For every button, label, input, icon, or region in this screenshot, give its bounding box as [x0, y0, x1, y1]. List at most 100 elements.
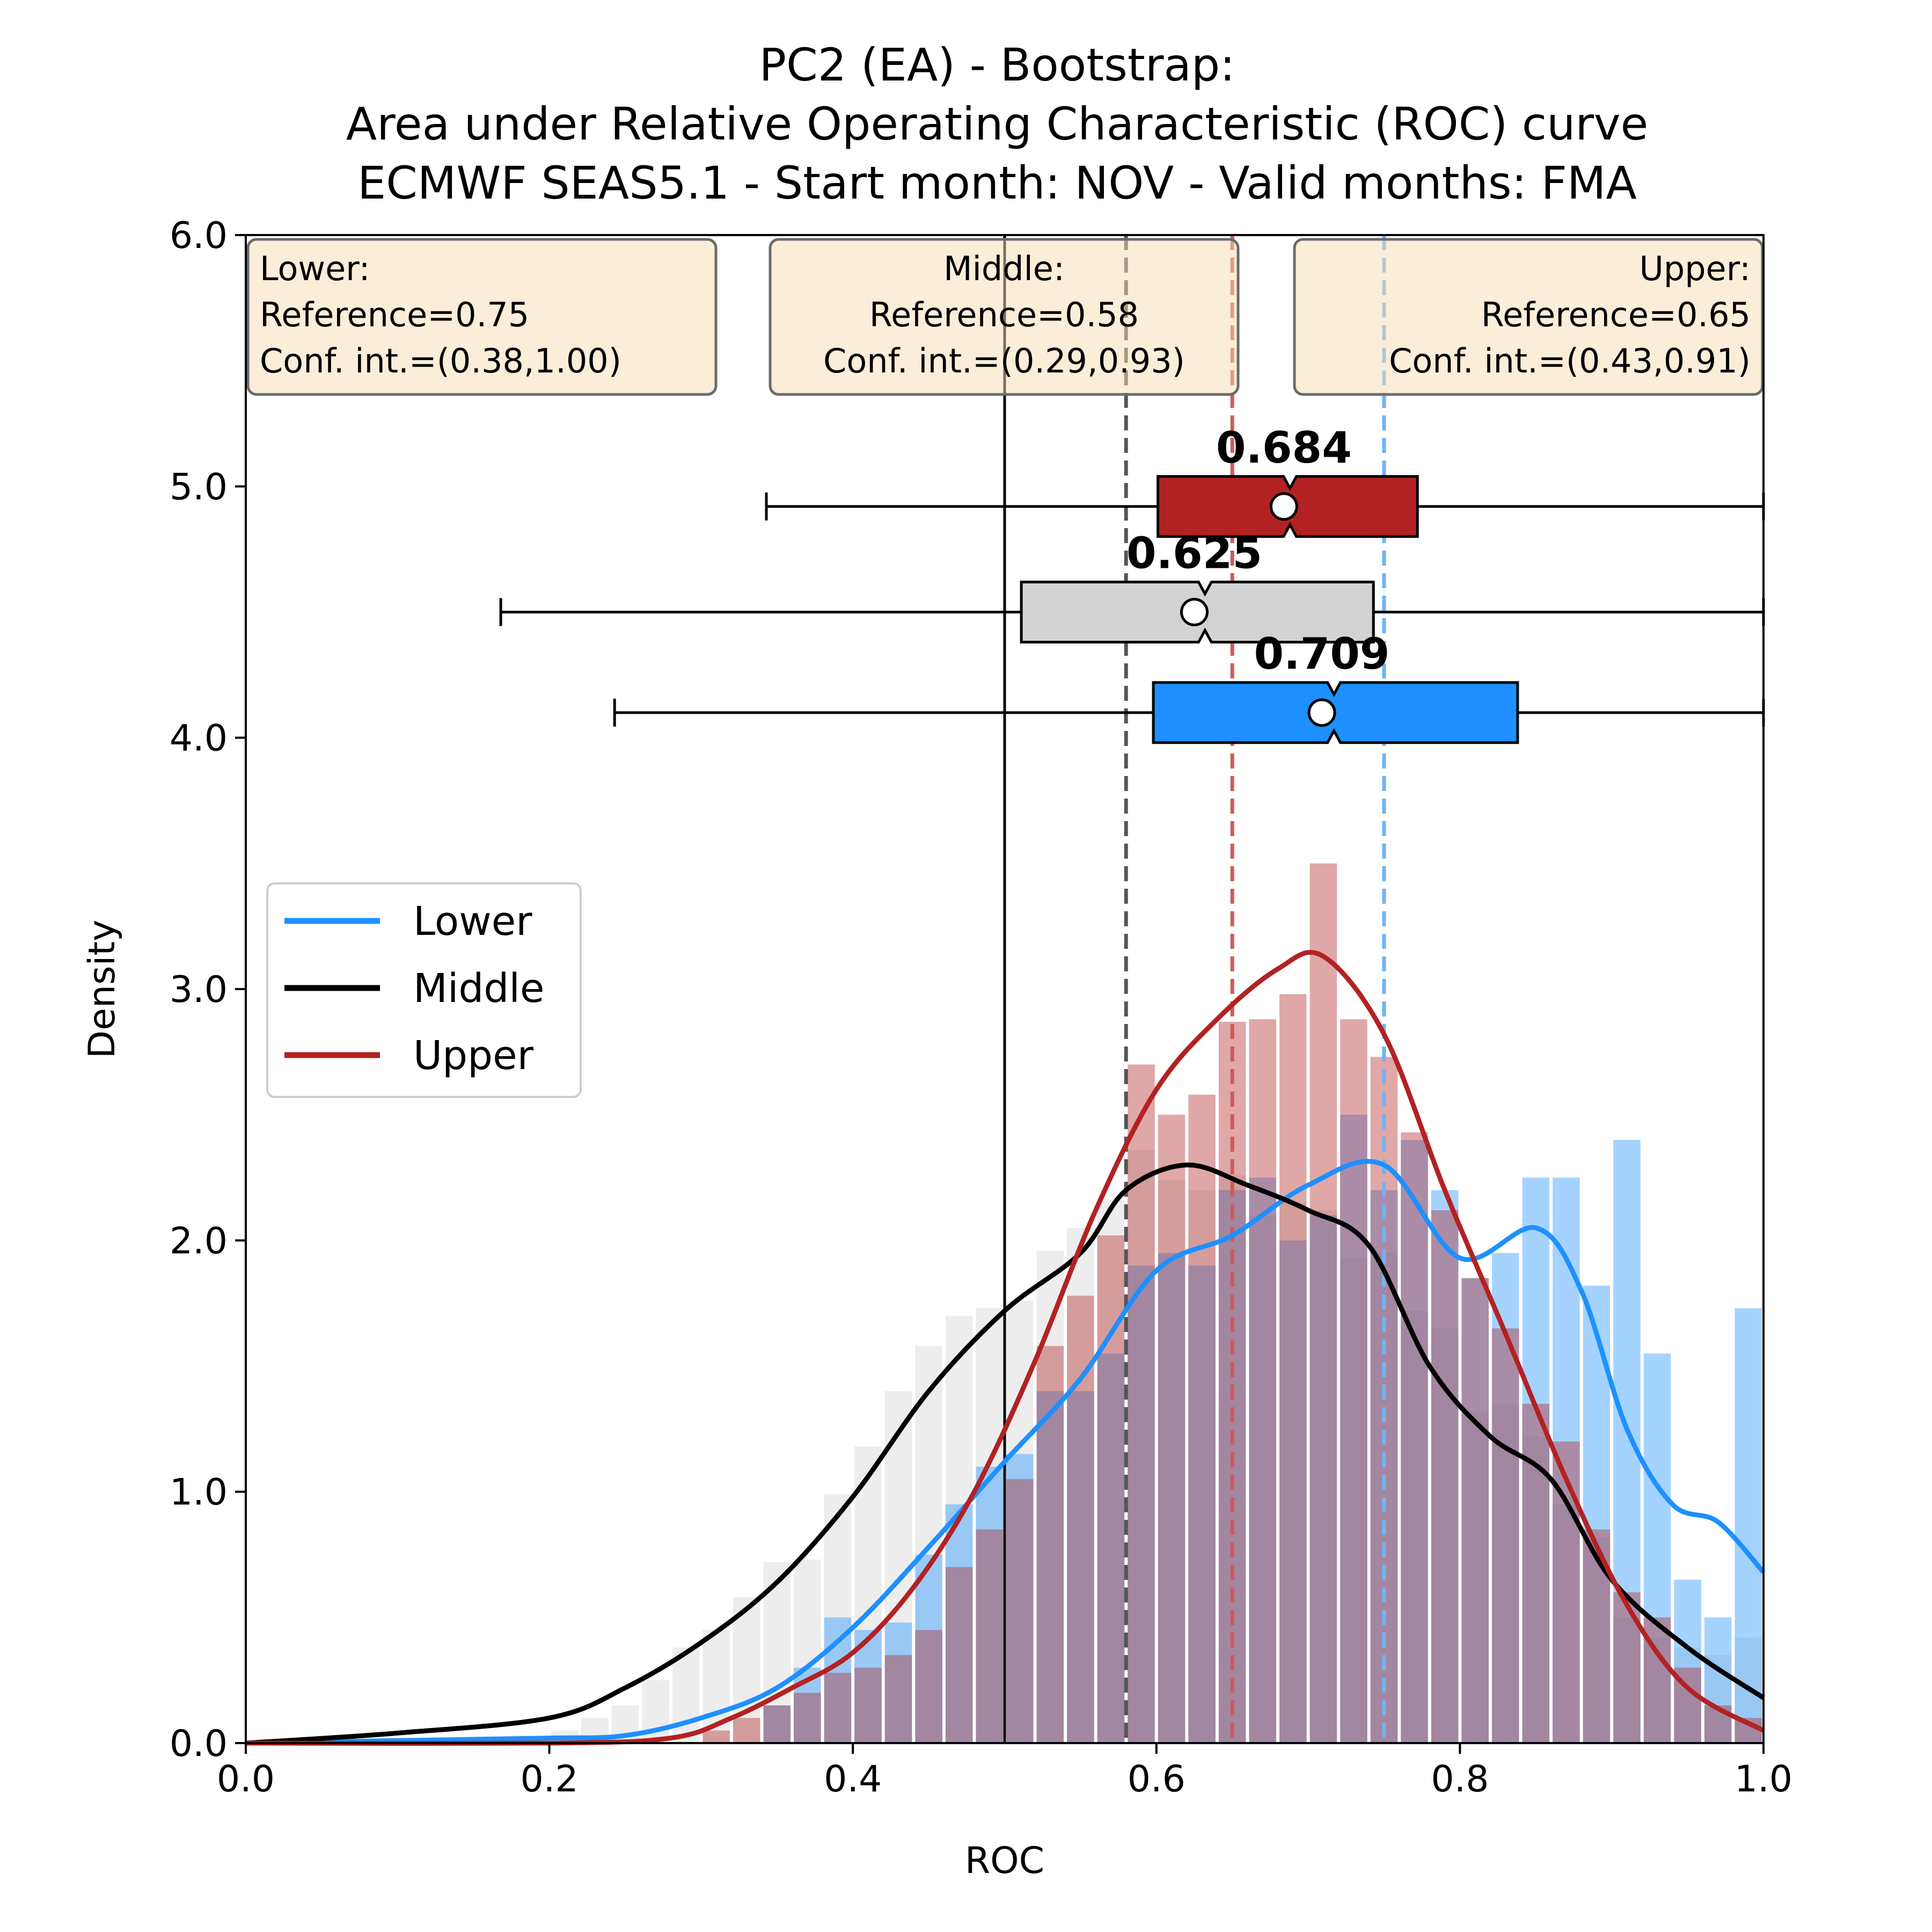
- y-tick-label-5.0: 5.0: [170, 466, 228, 508]
- hist-bar-lower-26: [1036, 1391, 1064, 1743]
- x-tick-label-0.0: 0.0: [217, 1758, 275, 1801]
- hist-bar-upper-18: [794, 1693, 821, 1743]
- hist-bar-middle-30: [1158, 1180, 1185, 1743]
- hist-bar-upper-45: [1613, 1592, 1641, 1743]
- boxplots: 0.684 0.625 0.709: [499, 423, 1765, 744]
- hist-bar-lower-30: [1158, 1253, 1185, 1743]
- info-box-frame-1: [246, 238, 718, 396]
- hist-bar-middle-35: [1309, 1210, 1337, 1743]
- hist-bar-middle-19: [824, 1494, 852, 1743]
- info-box-frame-2: [769, 238, 1240, 396]
- hist-bar-upper-43: [1553, 1441, 1580, 1743]
- hist-bar-upper-35: [1309, 863, 1337, 1743]
- hist-bar-middle-31: [1188, 1190, 1216, 1743]
- x-tick-label-0.4: 0.4: [824, 1758, 882, 1801]
- chart-title-line-2: Area under Relative Operating Characteri…: [346, 98, 1649, 150]
- hist-bar-lower-22: [915, 1554, 942, 1743]
- hist-bar-lower-35: [1309, 1215, 1337, 1743]
- hist-bar-lower-33: [1249, 1177, 1277, 1743]
- hist-bar-upper-25: [1006, 1479, 1034, 1743]
- hist-bar-middle-38: [1401, 1311, 1428, 1743]
- hist-bar-middle-43: [1553, 1504, 1580, 1743]
- hist-bar-middle-29: [1128, 1150, 1155, 1743]
- kde-curve-upper: [245, 949, 1765, 1746]
- y-axis-label: Density: [81, 920, 123, 1059]
- x-axis-label: ROC: [965, 1840, 1044, 1882]
- hist-bar-upper-40: [1461, 1278, 1489, 1743]
- hist-bar-lower-27: [1067, 1391, 1094, 1743]
- hist-bar-upper-21: [884, 1655, 912, 1743]
- hist-bar-middle-26: [1036, 1250, 1064, 1743]
- hist-bar-lower-40: [1461, 1278, 1489, 1743]
- hist-bar-upper-23: [945, 1567, 973, 1743]
- hist-bar-middle-33: [1249, 1215, 1277, 1743]
- hist-bar-lower-25: [1006, 1454, 1034, 1743]
- x-tick-label-0.2: 0.2: [521, 1758, 579, 1801]
- kde-curve-lower: [245, 1159, 1766, 1746]
- hist-bar-lower-47: [1674, 1579, 1701, 1743]
- hist-bar-lower-29: [1128, 1265, 1155, 1743]
- hist-bar-lower-46: [1643, 1353, 1671, 1743]
- legend-label-lower: Lower: [413, 898, 532, 945]
- legend-label-middle: Middle: [413, 965, 544, 1012]
- info-box-3-line-3: Conf. int.=(0.43,0.91): [1389, 341, 1751, 380]
- hist-bar-middle-27: [1067, 1227, 1094, 1743]
- hist-bar-upper-19: [824, 1672, 852, 1743]
- hist-bar-upper-30: [1158, 1115, 1185, 1743]
- hist-bar-upper-29: [1128, 1064, 1155, 1743]
- median-label-lower: 0.709: [1254, 629, 1390, 679]
- hist-bar-lower-17: [763, 1705, 791, 1743]
- hist-bar-lower-39: [1431, 1190, 1459, 1743]
- hist-bar-lower-23: [945, 1504, 973, 1743]
- chart-title-line-1: PC2 (EA) - Bootstrap:: [759, 39, 1235, 91]
- hist-bar-upper-24: [976, 1529, 1003, 1743]
- hist-bar-middle-36: [1340, 1258, 1367, 1743]
- hist-bar-upper-22: [915, 1630, 942, 1743]
- info-box-2: Middle: Reference=0.58 Conf. int.=(0.29,0.…: [769, 238, 1240, 396]
- hist-bar-middle-18: [794, 1560, 821, 1743]
- hist-bar-middle-40: [1461, 1411, 1489, 1743]
- histogram-bars: [551, 863, 1762, 1743]
- hist-bar-upper-38: [1401, 1132, 1428, 1743]
- hist-bar-upper-36: [1340, 1019, 1367, 1743]
- legend-frame: [266, 882, 582, 1098]
- hist-bar-lower-28: [1097, 1353, 1125, 1743]
- y-tick-label-4.0: 4.0: [170, 718, 228, 760]
- info-box-2-line-3: Conf. int.=(0.29,0.93): [823, 341, 1185, 380]
- hist-bar-middle-45: [1613, 1617, 1641, 1743]
- x-tick-label-1.0: 1.0: [1735, 1758, 1792, 1801]
- hist-bar-lower-48: [1704, 1617, 1732, 1743]
- hist-bar-lower-34: [1279, 1240, 1307, 1743]
- mean-marker-lower: [1307, 698, 1336, 727]
- hist-bar-lower-38: [1401, 1140, 1428, 1743]
- hist-bar-lower-31: [1188, 1265, 1216, 1743]
- y-tick-label-2.0: 2.0: [170, 1220, 228, 1262]
- hist-bar-upper-20: [854, 1667, 882, 1743]
- hist-bar-middle-41: [1491, 1403, 1519, 1743]
- hist-bar-upper-42: [1522, 1403, 1550, 1743]
- info-box-1-line-1: Lower:: [260, 249, 370, 288]
- info-box-3-line-1: Upper:: [1639, 249, 1751, 288]
- hist-bar-middle-14: [672, 1648, 700, 1743]
- y-tick-label-1.0: 1.0: [170, 1472, 228, 1514]
- hist-bar-middle-28: [1097, 1200, 1125, 1743]
- kde-curve-middle: [245, 1162, 1765, 1746]
- info-box-2-line-2: Reference=0.58: [869, 295, 1139, 334]
- hist-bar-lower-36: [1340, 1115, 1367, 1743]
- chart-title-line-3: ECMWF SEAS5.1 - Start month: NOV - Valid…: [357, 157, 1637, 209]
- info-box-2-line-1: Middle:: [943, 249, 1065, 288]
- kde-curves: [245, 949, 1766, 1746]
- y-tick-label-0.0: 0.0: [170, 1723, 228, 1765]
- info-box-1-line-3: Conf. int.=(0.38,1.00): [260, 341, 621, 380]
- legend: Lower Middle Upper: [266, 882, 582, 1098]
- hist-bar-lower-24: [976, 1466, 1003, 1743]
- y-tick-label-3.0: 3.0: [170, 969, 228, 1011]
- info-box-1-line-2: Reference=0.75: [260, 295, 529, 334]
- info-boxes: Lower: Reference=0.75 Conf. int.=(0.38,1.0…: [246, 238, 1764, 396]
- median-label-upper: 0.684: [1216, 423, 1352, 473]
- hist-bar-upper-31: [1188, 1094, 1216, 1743]
- hist-bar-middle-16: [733, 1597, 760, 1743]
- x-tick-label-0.6: 0.6: [1128, 1758, 1185, 1801]
- hist-bar-upper-33: [1249, 1019, 1277, 1743]
